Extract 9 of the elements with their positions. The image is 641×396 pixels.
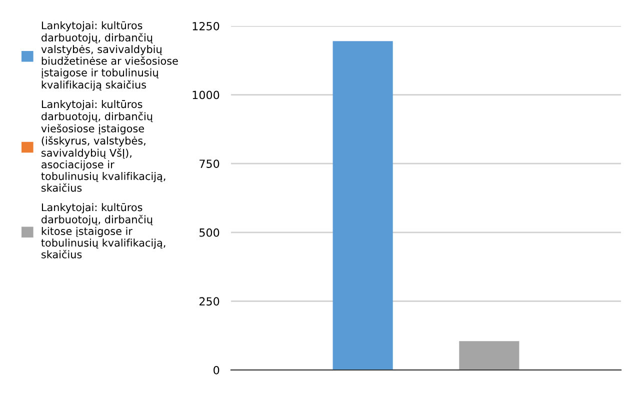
y-tick-label: 0 xyxy=(214,366,220,374)
y-tick-label: 1000 xyxy=(192,90,220,100)
y-tick-label: 500 xyxy=(200,228,220,237)
legend-label: Lankytojai: kultūros darbuotojų, dirbančių viešosiose įstaigose (išskyrus, valstybės, savivaldybių VšĮ), asociacijose ir tobulinusių kvalifikaciją, skaičius xyxy=(41,100,166,192)
y-tick-label: 750 xyxy=(200,160,220,168)
y-tick-label: 250 xyxy=(199,297,220,306)
y-tick-label: 1250 xyxy=(192,22,220,30)
legend-label: Lankytojai: kultūros darbuotojų, dirbančių valstybės, savivaldybių biudžetinėse ar viešosiose įstaigose ir tobulinusių kvalifikaciją skaičius xyxy=(41,21,178,91)
legend-label: Lankytojai: kultūros darbuotojų, dirbančių kitose įstaigose ir tobulinusių kvalifikaciją, skaičius xyxy=(41,203,166,258)
